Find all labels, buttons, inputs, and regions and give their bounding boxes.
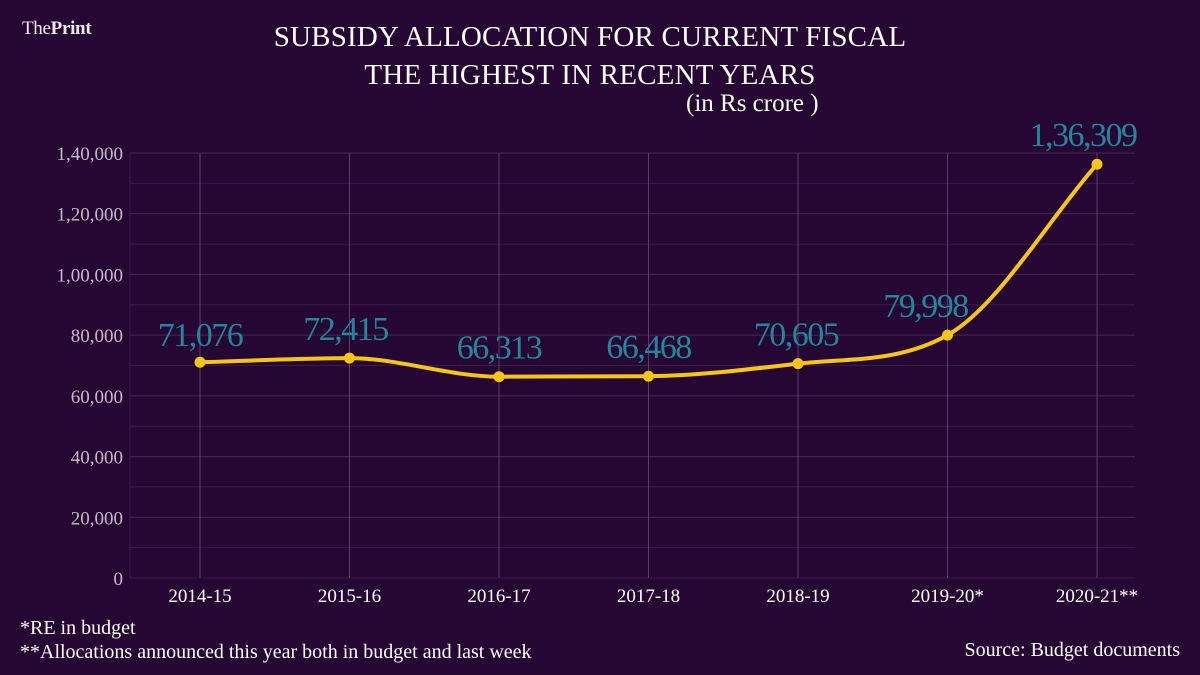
data-point: [344, 352, 355, 364]
footnote-re: *RE in budget: [20, 617, 136, 639]
data-point: [942, 329, 953, 341]
data-label: 70,605: [754, 317, 839, 354]
data-point: [792, 358, 804, 370]
y-tick-label: 1,00,000: [57, 265, 124, 286]
y-tick-label: 0: [114, 569, 124, 590]
source-note: Source: Budget documents: [964, 639, 1180, 661]
x-tick-label: 2014-15: [168, 586, 231, 607]
chart-title-line1: SUBSIDY ALLOCATION FOR CURRENT FISCAL: [273, 21, 907, 53]
chart-title: SUBSIDY ALLOCATION FOR CURRENT FISCAL TH…: [0, 18, 1180, 94]
x-tick-label: 2020-21**: [1056, 586, 1138, 607]
y-axis: 0 20,000 40,000 60,000 80,000 1,00,000 1,20,00…: [57, 144, 124, 590]
chart-title-line2: THE HIGHEST IN RECENT YEARS: [364, 59, 816, 91]
y-tick-label: 40,000: [71, 448, 123, 469]
x-tick-label: 2016-17: [467, 586, 530, 607]
data-point: [493, 371, 505, 383]
data-label: 1,36,309: [1030, 117, 1138, 154]
x-tick-label: 2017-18: [617, 586, 680, 607]
data-label: 66,313: [457, 330, 542, 367]
x-axis: 2014-15 2015-16 2016-17 2017-18 2018-19 2019-…: [168, 586, 1138, 607]
data-labels: 71,076 72,415 66,313 66,468 70,605 79,998 1,36…: [158, 117, 1139, 367]
y-tick-label: 1,20,000: [57, 205, 124, 226]
x-tick-label: 2018-19: [766, 586, 829, 607]
data-point: [194, 356, 206, 368]
chart-unit: (in Rs crore ): [686, 90, 819, 117]
y-tick-label: 20,000: [71, 508, 123, 529]
x-tick-label: 2015-16: [318, 586, 381, 607]
y-tick-label: 80,000: [71, 326, 123, 347]
brand-logo: ThePrint: [22, 18, 92, 40]
data-points: [194, 158, 1103, 383]
data-label: 79,998: [883, 288, 968, 325]
y-tick-label: 1,40,000: [57, 144, 124, 165]
brand-prefix: The: [22, 18, 51, 39]
y-tick-label: 60,000: [71, 387, 123, 408]
footnote-allocations: **Allocations announced this year both i…: [20, 641, 532, 663]
data-label: 71,076: [158, 317, 243, 354]
data-point: [643, 370, 654, 382]
x-tick-label: 2019-20*: [911, 586, 984, 607]
data-point: [1091, 158, 1103, 170]
data-label: 66,468: [606, 329, 691, 366]
data-label: 72,415: [303, 311, 388, 348]
brand-name: Print: [50, 18, 92, 39]
